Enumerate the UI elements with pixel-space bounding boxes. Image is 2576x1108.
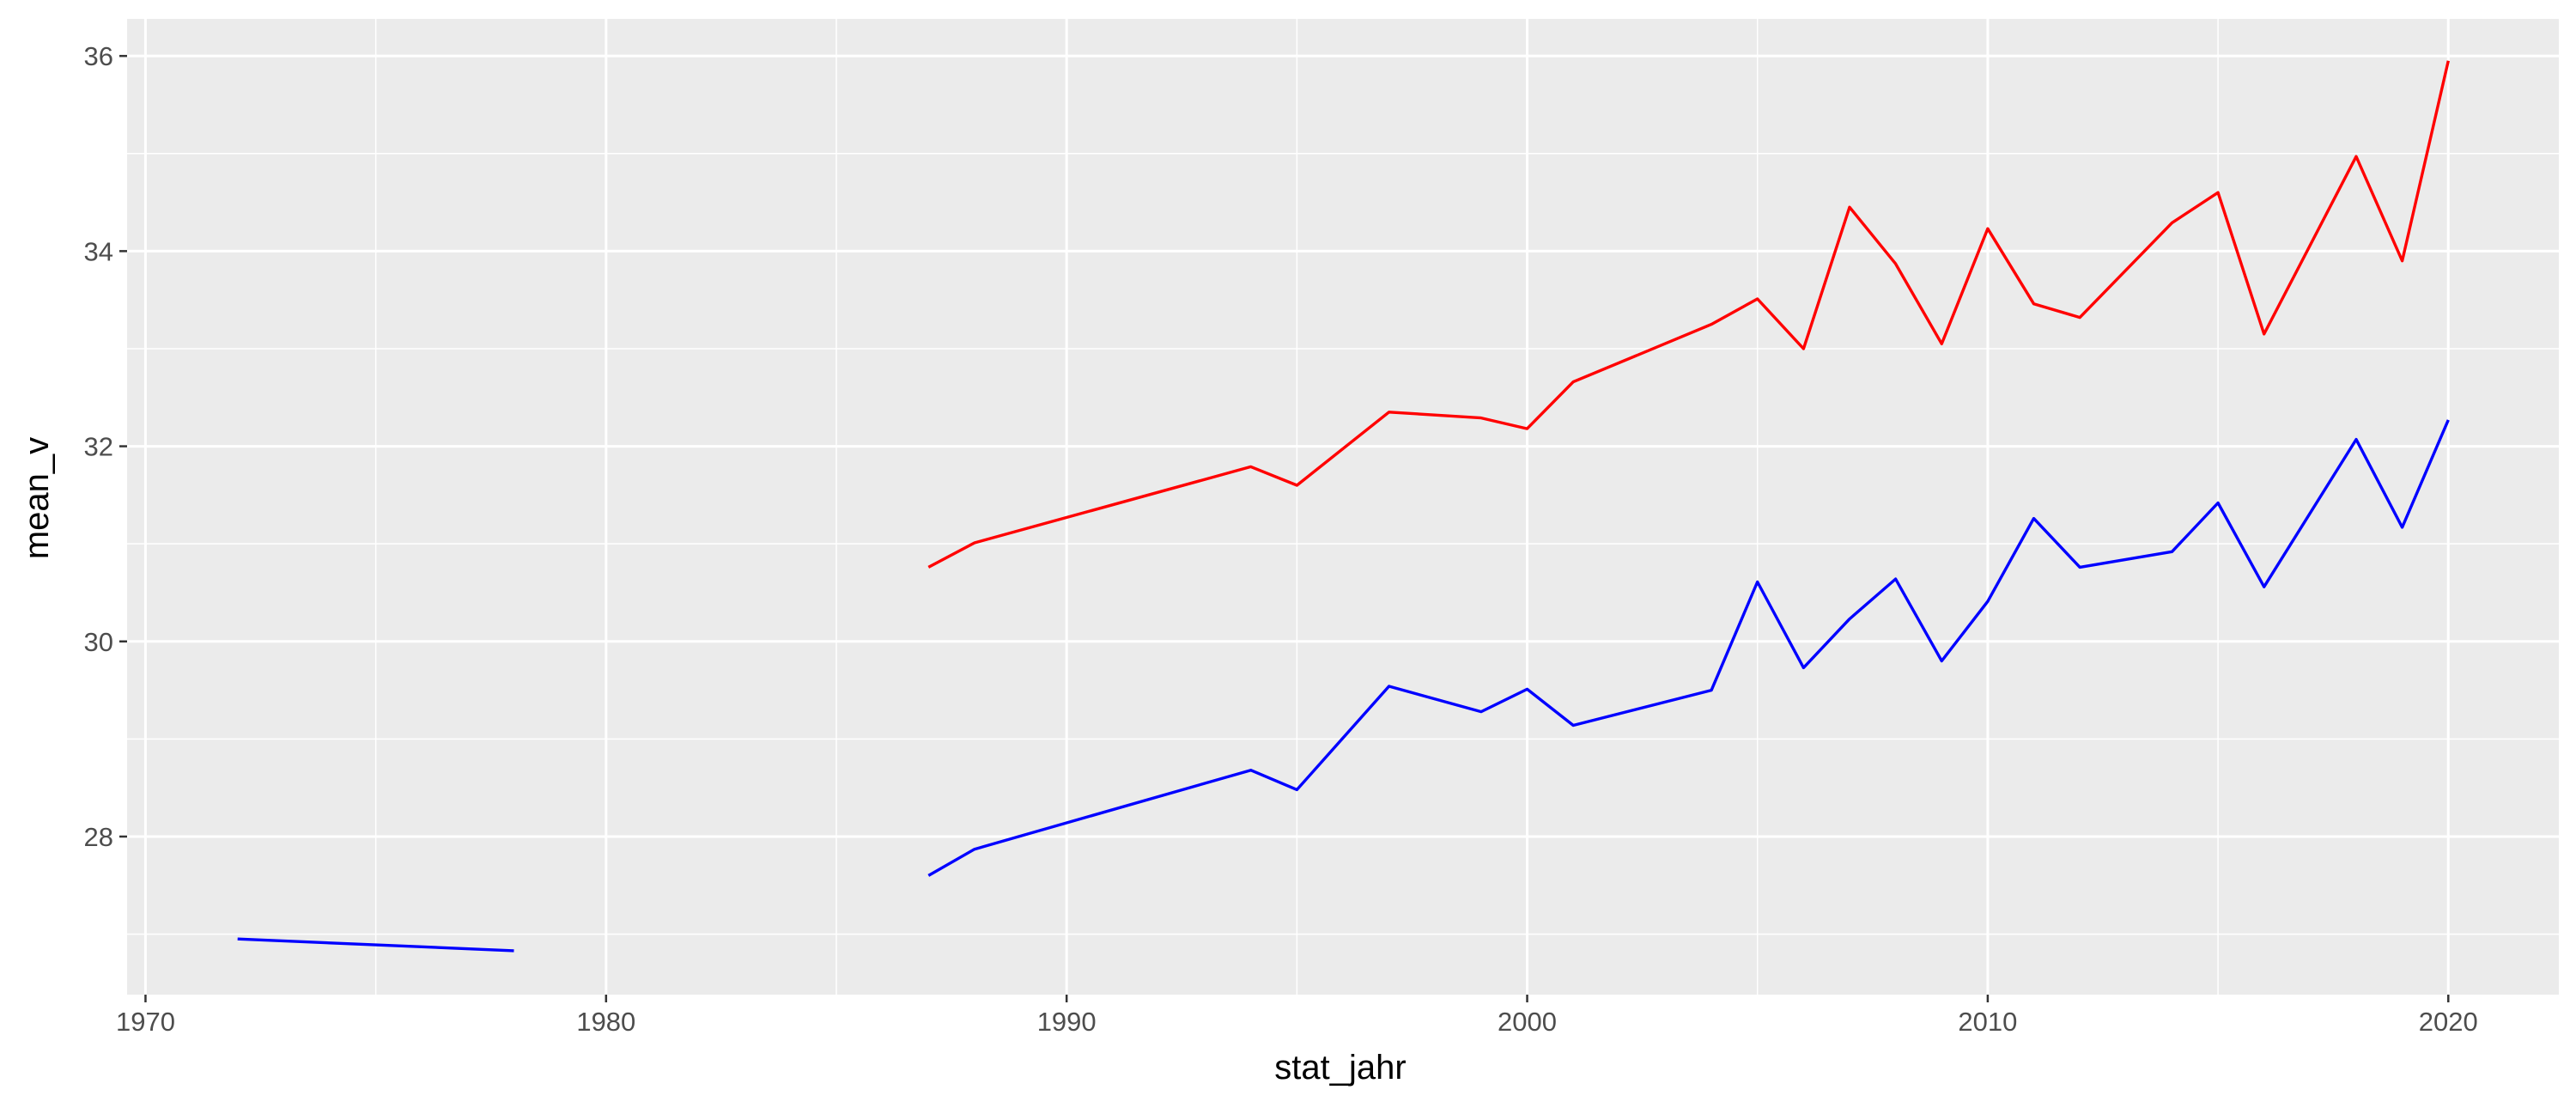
x-tick-label: 2010 [1958, 1007, 2017, 1037]
plot-panel [127, 19, 2559, 995]
y-tick-label: 28 [84, 822, 113, 852]
major-gridlines [127, 19, 2559, 995]
x-tick-label: 1980 [576, 1007, 635, 1037]
y-tick-labels: 28 30 32 34 36 [84, 41, 113, 852]
y-axis-title: mean_v [18, 437, 56, 559]
x-axis-title: stat_jahr [1274, 1049, 1406, 1087]
series-layer [237, 60, 2450, 953]
x-tick-labels: 1970 1980 1990 2000 2010 2020 [116, 1007, 2478, 1037]
axis-ticks [119, 54, 2450, 1002]
series-line-1-segment-1 [927, 419, 2450, 877]
x-tick-label: 2000 [1498, 1007, 1557, 1037]
series-line-0-segment-0 [927, 60, 2450, 569]
x-tick-label: 2020 [2419, 1007, 2478, 1037]
y-tick-label: 36 [84, 41, 113, 71]
y-tick-label: 30 [84, 627, 113, 657]
x-tick-label: 1970 [116, 1007, 175, 1037]
y-tick-label: 34 [84, 236, 113, 266]
x-tick-label: 1990 [1037, 1007, 1097, 1037]
series-line-1-segment-0 [237, 937, 514, 953]
y-tick-label: 32 [84, 432, 113, 462]
